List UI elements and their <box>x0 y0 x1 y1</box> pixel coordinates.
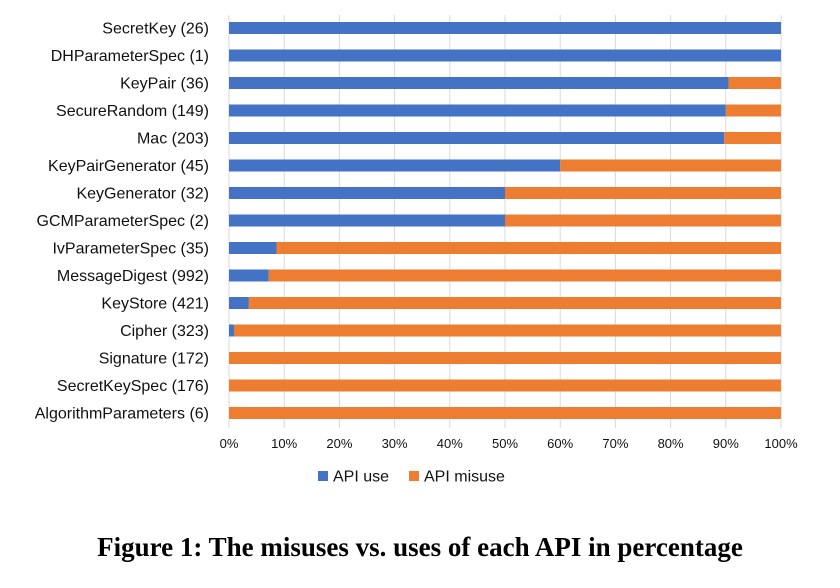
category-label: AlgorithmParameters (6) <box>35 406 209 423</box>
category-label: KeyStore (421) <box>101 296 209 313</box>
legend-swatch <box>318 471 328 481</box>
x-tick-label: 30% <box>382 436 408 451</box>
x-tick-label: 90% <box>713 436 739 451</box>
category-label: KeyPairGenerator (45) <box>48 158 209 175</box>
api-misuse-bar <box>725 104 781 117</box>
api-use-bar <box>229 214 505 227</box>
category-label: IvParameterSpec (35) <box>52 241 209 258</box>
api-use-bar <box>229 77 729 89</box>
api-misuse-bar <box>268 269 781 282</box>
api-misuse-bar <box>229 352 781 364</box>
x-tick-label: 40% <box>437 436 463 451</box>
stacked-bar-chart: SecretKey (26) DHParameterSpec (1) KeyPair… <box>35 15 798 486</box>
x-tick-label: 10% <box>271 436 297 451</box>
api-misuse-bar <box>248 297 781 309</box>
x-tick-label: 60% <box>547 436 573 451</box>
api-misuse-bar <box>560 159 781 172</box>
category-label: SecretKeySpec (176) <box>57 378 209 395</box>
x-tick-labels: 0% 10% 20% 30% 40% 50% 60% 70% 80% 90% 100% <box>220 436 798 451</box>
legend-label: API use <box>333 469 389 486</box>
api-misuse-bar <box>505 187 781 199</box>
category-label: SecretKey (26) <box>102 21 209 38</box>
api-use-bar <box>229 324 234 337</box>
x-tick-label: 0% <box>220 436 239 451</box>
legend: API use API misuse <box>318 469 505 486</box>
api-misuse-bar <box>233 324 781 337</box>
category-label: GCMParameterSpec (2) <box>37 213 210 230</box>
api-use-bar <box>229 242 277 254</box>
api-use-bar <box>229 187 505 199</box>
api-misuse-bar <box>505 214 781 227</box>
category-labels: SecretKey (26) DHParameterSpec (1) KeyPair… <box>35 21 209 423</box>
category-label: Cipher (323) <box>120 323 209 340</box>
x-tick-label: 70% <box>602 436 628 451</box>
api-misuse-bar <box>728 77 781 89</box>
category-label: KeyGenerator (32) <box>76 186 209 203</box>
category-label: KeyPair (36) <box>120 76 209 93</box>
legend-swatch <box>409 471 419 481</box>
category-label: Mac (203) <box>137 131 209 148</box>
legend-label: API misuse <box>424 469 505 486</box>
category-label: Signature (172) <box>99 351 209 368</box>
api-use-bar <box>229 49 781 62</box>
x-tick-label: 50% <box>492 436 518 451</box>
x-tick-label: 20% <box>326 436 352 451</box>
api-misuse-bar <box>276 242 781 254</box>
category-label: SecureRandom (149) <box>56 103 209 120</box>
figure-caption: Figure 1: The misuses vs. uses of each A… <box>97 532 743 562</box>
api-use-bar <box>229 22 781 34</box>
x-tick-label: 80% <box>658 436 684 451</box>
api-use-bar <box>229 269 269 282</box>
api-misuse-bar <box>229 407 781 419</box>
api-use-bar <box>229 297 249 309</box>
category-label: MessageDigest (992) <box>57 268 209 285</box>
api-use-bar <box>229 132 725 144</box>
api-misuse-bar <box>724 132 781 144</box>
api-use-bar <box>229 159 561 172</box>
category-label: DHParameterSpec (1) <box>51 48 209 65</box>
x-tick-label: 100% <box>764 436 798 451</box>
api-use-bar <box>229 104 726 117</box>
api-misuse-bar <box>229 379 781 392</box>
bars <box>229 22 781 419</box>
